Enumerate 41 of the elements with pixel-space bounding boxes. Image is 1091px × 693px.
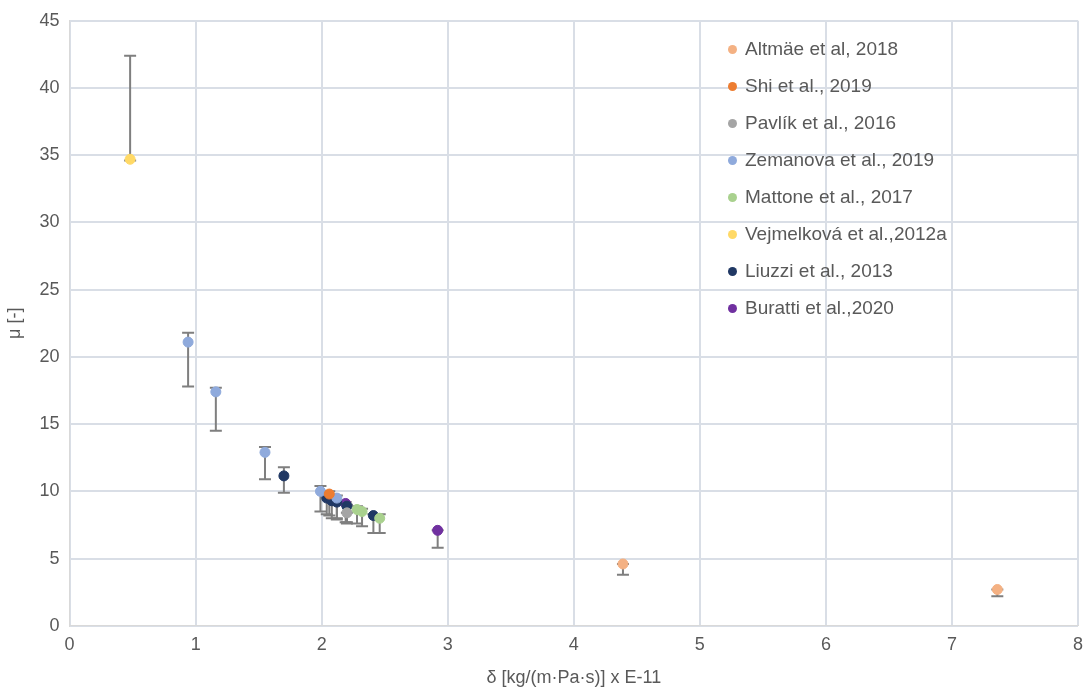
legend-label: Zemanova et al., 2019: [744, 148, 936, 173]
y-tick-label: 10: [39, 480, 60, 501]
y-axis-title: μ [-]: [3, 307, 24, 339]
legend-label: Shi et al., 2019: [744, 74, 873, 99]
x-tick-label: 7: [946, 633, 957, 654]
y-tick-label: 25: [39, 278, 60, 299]
legend-label: Pavlík et al., 2016: [744, 111, 898, 136]
point: [617, 558, 629, 570]
point: [182, 336, 194, 348]
x-tick-label: 2: [316, 633, 327, 654]
point: [323, 488, 335, 500]
y-tick-label: 40: [39, 76, 60, 97]
point: [210, 386, 222, 398]
x-tick-label: 0: [64, 633, 75, 654]
x-tick-label: 4: [568, 633, 579, 654]
point: [341, 507, 353, 519]
point: [259, 446, 271, 458]
y-tick-label: 0: [49, 614, 60, 635]
legend-label: Vejmelková et al.,2012a: [744, 222, 947, 247]
y-tick-label: 15: [39, 413, 60, 434]
x-tick-label: 8: [1072, 633, 1083, 654]
legend-label: Altmäe et al, 2018: [744, 37, 900, 62]
y-tick-label: 30: [39, 211, 60, 232]
legend-label: Buratti et al.,2020: [744, 296, 895, 321]
point: [991, 584, 1003, 595]
x-tick-label: 1: [190, 633, 201, 654]
point: [124, 153, 136, 165]
x-axis-title: δ [kg/(m·Pa·s)] x E-11: [486, 667, 662, 688]
y-tick-label: 35: [39, 144, 60, 165]
legend-label: Liuzzi et al., 2013: [744, 259, 894, 284]
point: [374, 512, 386, 524]
x-tick-label: 3: [442, 633, 453, 654]
point: [432, 524, 444, 536]
x-tick-label: 5: [694, 633, 705, 654]
legend-label: Mattone et al., 2017: [744, 185, 914, 210]
point: [278, 470, 290, 482]
y-tick-label: 5: [49, 547, 60, 568]
y-tick-label: 20: [39, 345, 60, 366]
point: [314, 485, 326, 497]
x-tick-label: 6: [820, 633, 831, 654]
y-tick-label: 45: [39, 9, 60, 30]
